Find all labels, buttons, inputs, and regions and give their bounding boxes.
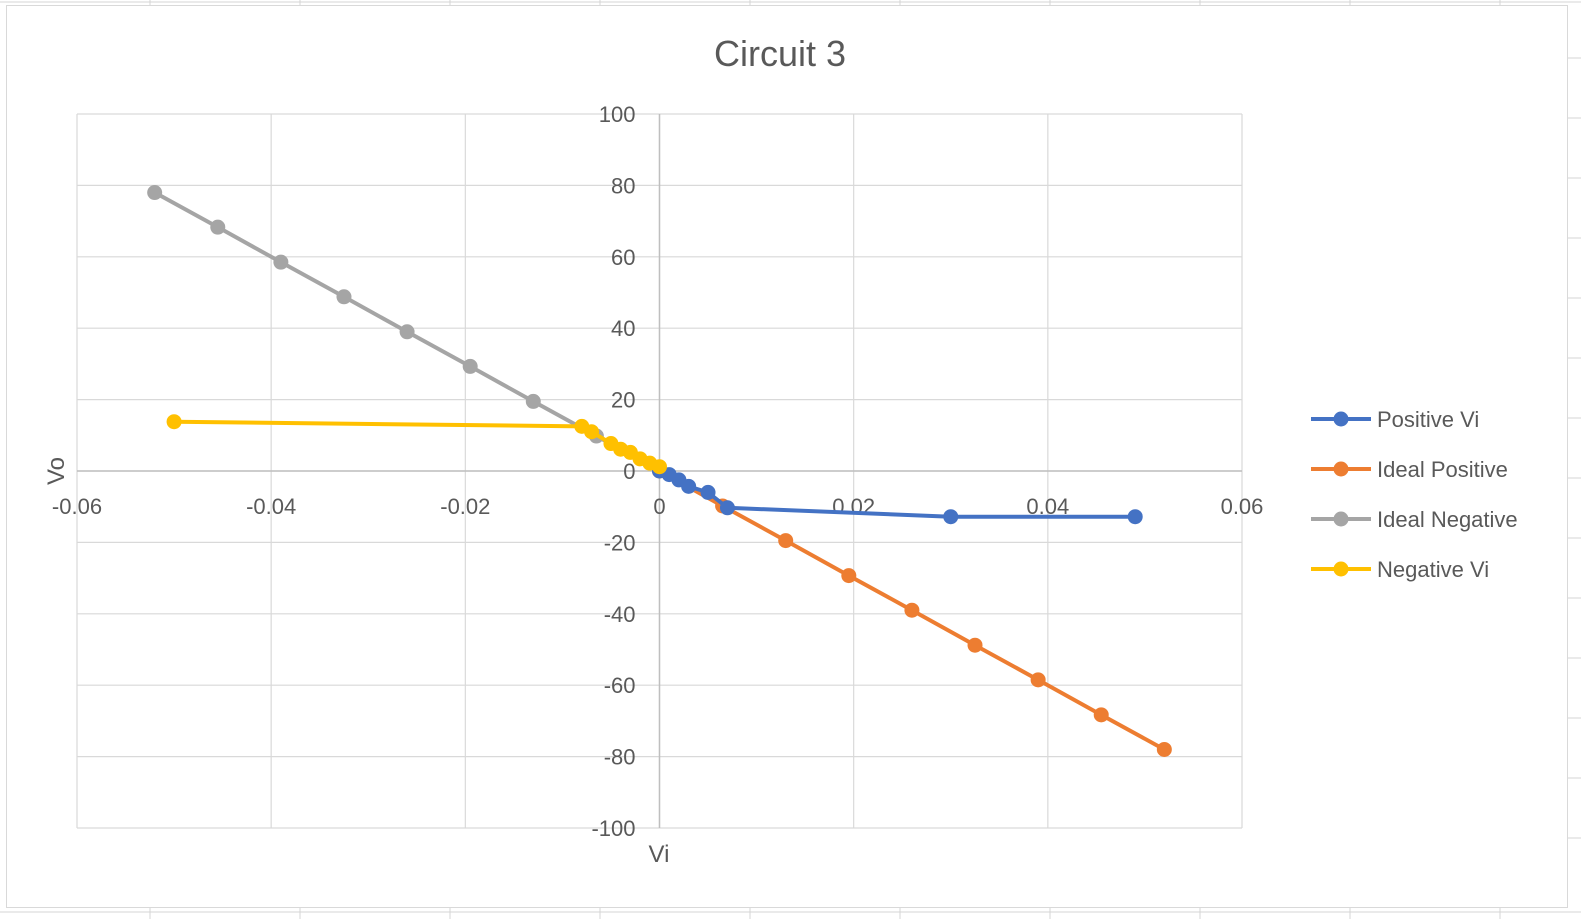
data-point-ideal-positive[interactable] [904, 602, 920, 618]
legend-item[interactable]: Negative Vi [1311, 557, 1489, 582]
y-tick-label: -40 [604, 602, 636, 627]
legend-swatch-marker [1333, 561, 1349, 577]
data-point-positive-vi[interactable] [700, 484, 716, 500]
data-point-positive-vi[interactable] [943, 509, 959, 525]
series-ideal-positive[interactable] [652, 463, 1172, 757]
data-point-ideal-positive[interactable] [967, 637, 983, 653]
x-axis-title: Vi [649, 841, 670, 868]
legend-swatch-marker [1333, 461, 1349, 477]
y-tick-label: 100 [599, 102, 636, 127]
series-negative-vi[interactable] [166, 414, 667, 475]
legend[interactable]: Positive Vi Ideal Positive Ideal Negative N… [1311, 407, 1518, 582]
series-positive-vi[interactable] [652, 463, 1143, 525]
y-axis-ticks: -100 -80 -60 -40 -20 0 20 40 60 80 100 [591, 102, 635, 841]
y-axis-title: Vo [43, 457, 70, 485]
data-point-ideal-negative[interactable] [210, 219, 226, 235]
y-tick-label: -20 [604, 530, 636, 555]
data-point-ideal-positive[interactable] [841, 568, 857, 584]
data-point-ideal-negative[interactable] [273, 254, 289, 270]
data-point-ideal-negative[interactable] [399, 324, 415, 340]
legend-swatch-marker [1333, 411, 1349, 427]
data-point-ideal-negative[interactable] [336, 289, 352, 305]
y-tick-label: -80 [604, 745, 636, 770]
data-point-ideal-negative[interactable] [525, 393, 541, 409]
data-point-ideal-positive[interactable] [1093, 707, 1109, 723]
legend-label: Ideal Negative [1377, 507, 1518, 532]
data-point-negative-vi[interactable] [584, 424, 600, 440]
x-tick-label: 0 [653, 494, 665, 519]
x-tick-label: 0.06 [1221, 494, 1264, 519]
chart-title: Circuit 3 [714, 33, 846, 74]
data-point-ideal-positive[interactable] [778, 533, 794, 549]
y-tick-label: -100 [591, 816, 635, 841]
y-tick-label: 20 [611, 388, 635, 413]
data-point-positive-vi[interactable] [719, 500, 735, 516]
y-tick-label: 60 [611, 245, 635, 270]
legend-item[interactable]: Positive Vi [1311, 407, 1479, 432]
legend-swatch-marker [1333, 511, 1349, 527]
legend-label: Ideal Positive [1377, 457, 1508, 482]
data-point-positive-vi[interactable] [681, 478, 697, 494]
legend-label: Positive Vi [1377, 407, 1479, 432]
chart-area[interactable] [6, 5, 1568, 908]
data-point-ideal-positive[interactable] [1156, 741, 1172, 757]
data-point-positive-vi[interactable] [1127, 509, 1143, 525]
x-tick-label: -0.06 [52, 494, 102, 519]
data-point-negative-vi[interactable] [166, 414, 182, 430]
data-point-ideal-negative[interactable] [462, 358, 478, 374]
legend-item[interactable]: Ideal Negative [1311, 507, 1518, 532]
series-layer [147, 185, 1172, 757]
data-point-negative-vi[interactable] [652, 459, 667, 475]
legend-label: Negative Vi [1377, 557, 1489, 582]
data-point-ideal-positive[interactable] [1030, 672, 1046, 688]
y-tick-label: 40 [611, 316, 635, 341]
data-point-ideal-negative[interactable] [147, 185, 163, 201]
x-tick-label: -0.04 [246, 494, 296, 519]
legend-item[interactable]: Ideal Positive [1311, 457, 1508, 482]
x-tick-label: -0.02 [440, 494, 490, 519]
y-tick-label: 0 [623, 459, 635, 484]
y-tick-label: 80 [611, 173, 635, 198]
y-tick-label: -60 [604, 673, 636, 698]
